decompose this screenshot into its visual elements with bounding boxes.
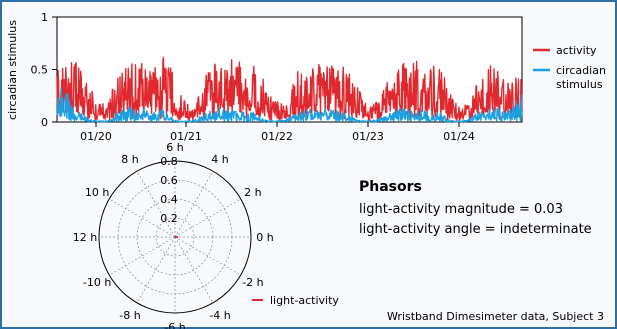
polar-spoke--10h (109, 236, 176, 276)
x-tick-label-0120: 01/20 (80, 130, 112, 143)
polar-ring-0.2 (155, 217, 195, 257)
legend-label-circadian-line1: circadian (556, 64, 606, 77)
timeseries-chart: circadian stimulus 1 0.5 0 01/20 01/21 0… (6, 11, 609, 143)
polar-spoke-4h (174, 171, 214, 238)
x-tick-label-0123: 01/23 (352, 130, 384, 143)
y-axis-ticks: 1 0.5 0 (31, 11, 57, 129)
hour-label-minus4h: -4 h (209, 309, 230, 322)
hour-label-2h: 2 h (244, 186, 261, 199)
hour-label-minus8h: -8 h (119, 309, 140, 322)
light-activity-angle-text: light-activity angle = indeterminate (359, 222, 592, 237)
hour-label-0h: 0 h (256, 231, 273, 244)
series-line-activity (56, 56, 523, 122)
polar-spoke--8h (136, 236, 176, 303)
polar-grid (98, 160, 252, 314)
footer-caption: Wristband Dimesimeter data, Subject 3 (387, 310, 604, 323)
hour-label-8h: 8 h (121, 153, 138, 166)
polar-spoke-8h (136, 171, 176, 238)
y-tick-label-1: 1 (41, 11, 48, 24)
polar-spoke--4h (174, 236, 214, 303)
phasors-summary: Phasors light-activity magnitude = 0.03 … (359, 179, 592, 237)
radial-tick-label-0.6: 0.6 (160, 174, 178, 187)
y-tick-label-0.5: 0.5 (31, 64, 49, 77)
hour-label-10h: 10 h (85, 186, 109, 199)
light-activity-magnitude-text: light-activity magnitude = 0.03 (359, 202, 563, 217)
timeseries-plot-area (56, 16, 523, 123)
y-tick-label-0: 0 (41, 116, 48, 129)
legend-label-circadian-line2: stimulus (556, 78, 603, 91)
y-axis-label: circadian stimulus (6, 20, 19, 120)
series-line-circadian-stimulus (56, 87, 523, 123)
hour-label-12h: 12 h (73, 231, 97, 244)
hour-label-minus10h: -10 h (83, 276, 111, 289)
polar-spoke--2h (174, 236, 241, 276)
x-tick-label-0124: 01/24 (443, 130, 475, 143)
x-axis-ticks: 01/20 01/21 01/22 01/23 01/24 (80, 122, 475, 143)
radial-tick-label-0.2: 0.2 (160, 212, 178, 225)
polar-hour-labels: 6 h 4 h 2 h 0 h -2 h -4 h -6 h -8 h -10 … (73, 141, 274, 329)
x-tick-label-0121: 01/21 (170, 130, 202, 143)
legend-label-light-activity: light-activity (270, 294, 339, 307)
phasor-polar-chart: 0.2 0.4 0.6 0.8 6 h 4 h 2 h 0 h -2 h -4 … (73, 141, 340, 329)
hour-label-minus2h: -2 h (242, 276, 263, 289)
hour-label-6h: 6 h (166, 141, 183, 154)
phasors-heading: Phasors (359, 179, 422, 195)
polar-spoke-2h (174, 198, 241, 238)
timeseries-legend: activity circadian stimulus (533, 44, 609, 91)
legend-label-activity: activity (556, 44, 597, 57)
polar-radial-labels: 0.2 0.4 0.6 0.8 (160, 155, 178, 225)
x-tick-label-0122: 01/22 (261, 130, 293, 143)
hour-label-minus6h: -6 h (164, 321, 185, 329)
polar-ring-0.8 (98, 160, 252, 314)
polar-spoke-10h (109, 198, 176, 238)
radial-tick-label-0.4: 0.4 (160, 193, 178, 206)
hour-label-4h: 4 h (211, 153, 228, 166)
radial-tick-label-0.8: 0.8 (160, 155, 178, 168)
legend-label-circadian-stimulus: circadian stimulus (556, 64, 609, 91)
timeseries-series-layer (56, 56, 523, 123)
polar-legend: light-activity (252, 294, 339, 307)
